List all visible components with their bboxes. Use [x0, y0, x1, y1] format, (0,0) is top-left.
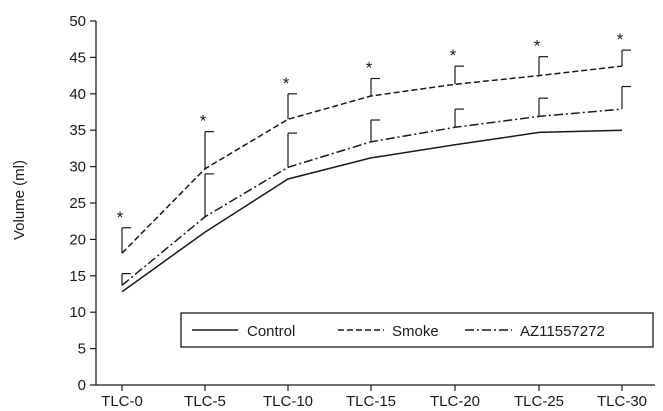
series-line-smoke	[121, 65, 623, 254]
error-bar-az11557272	[121, 273, 131, 286]
significance-star: *	[366, 59, 373, 78]
x-tick-label: TLC-25	[514, 393, 564, 410]
error-bar-az11557272	[621, 85, 631, 110]
error-bar-az11557272	[287, 132, 297, 168]
significance-star: *	[534, 37, 541, 56]
y-tick-label: 45	[69, 49, 86, 66]
significance-star: *	[617, 30, 624, 49]
y-tick-label: 25	[69, 195, 86, 212]
x-tick-label: TLC-0	[101, 393, 143, 410]
x-tick-label: TLC-10	[263, 393, 313, 410]
legend-label-smoke: Smoke	[392, 323, 439, 340]
legend-label-az11557272: AZ11557272	[520, 323, 605, 340]
series-line-az11557272	[121, 108, 623, 286]
significance-star: *	[117, 208, 124, 227]
error-bars	[121, 49, 631, 286]
error-bar-az11557272	[538, 97, 548, 117]
axes: 0 5 10 15 20 25 30 35 40 45 50 TLC-0 TLC-5 TLC-10 TLC-…	[69, 13, 655, 410]
x-tick-label: TLC-5	[184, 393, 226, 410]
x-tick-label: TLC-15	[346, 393, 396, 410]
error-bar-smoke	[621, 49, 631, 67]
y-tick-label: 10	[69, 304, 86, 321]
error-bar-smoke	[454, 65, 464, 85]
error-bar-smoke	[538, 56, 548, 76]
error-bar-smoke	[370, 77, 380, 96]
y-tick-label: 30	[69, 159, 86, 176]
error-bar-az11557272	[370, 119, 380, 142]
y-tick-label: 20	[69, 231, 86, 248]
legend: Control Smoke AZ11557272	[180, 312, 654, 348]
error-bar-smoke	[204, 131, 214, 169]
error-bar-smoke	[287, 93, 297, 120]
y-tick-label: 40	[69, 86, 86, 103]
x-tick-label: TLC-20	[430, 393, 480, 410]
significance-star: *	[200, 112, 207, 131]
y-tick-label: 0	[78, 377, 86, 394]
y-axis-title: Volume (ml)	[11, 160, 28, 240]
significance-star: *	[283, 74, 290, 93]
series-layer	[121, 65, 623, 293]
y-tick-label: 50	[69, 13, 86, 30]
y-tick-label: 15	[69, 268, 86, 285]
significance-star: *	[450, 46, 457, 65]
error-bar-az11557272	[454, 108, 464, 128]
significance-markers: * * * * * * *	[117, 30, 624, 227]
y-tick-label: 5	[78, 341, 86, 358]
y-tick-label: 35	[69, 122, 86, 139]
x-tick-label: TLC-30	[597, 393, 647, 410]
error-bar-az11557272	[204, 173, 214, 217]
legend-label-control: Control	[247, 323, 295, 340]
legend-box	[180, 312, 654, 348]
series-line-control	[121, 129, 623, 293]
error-bar-smoke	[121, 227, 131, 254]
